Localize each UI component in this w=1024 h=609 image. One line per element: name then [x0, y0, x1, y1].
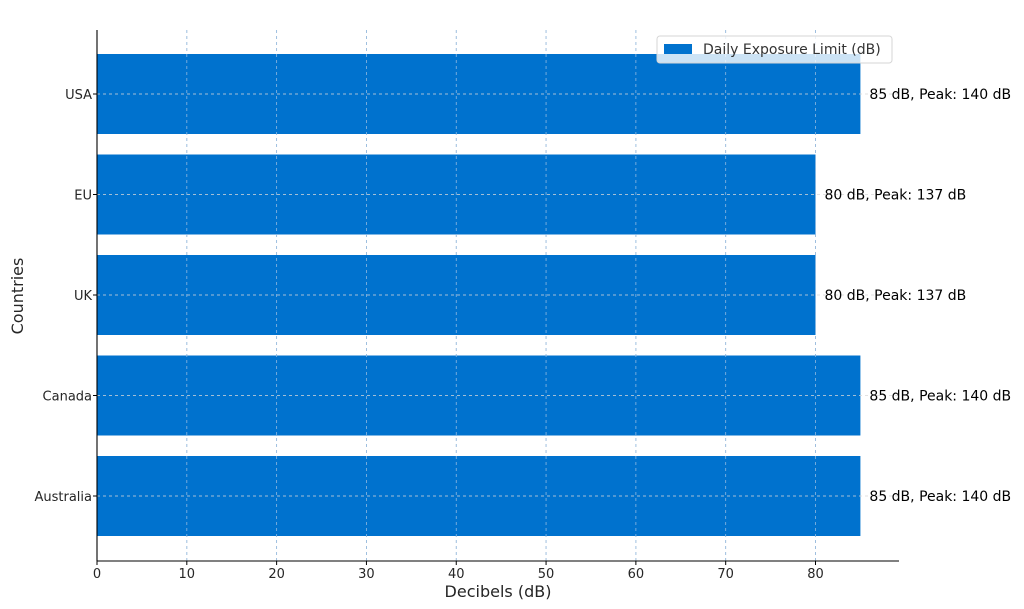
legend-label: Daily Exposure Limit (dB)	[703, 42, 881, 58]
bar-data-label: 85 dB, Peak: 140 dB	[869, 389, 1011, 405]
legend-swatch	[664, 44, 692, 54]
x-tick-label: 10	[179, 567, 196, 582]
bar-data-label: 80 dB, Peak: 137 dB	[825, 288, 967, 304]
y-tick-label: EU	[74, 189, 92, 204]
x-tick-label: 80	[807, 567, 824, 582]
x-axis-title: Decibels (dB)	[445, 582, 552, 601]
x-tick-label: 60	[628, 567, 645, 582]
bar-data-label: 85 dB, Peak: 140 dB	[869, 489, 1011, 505]
bar-labels: 85 dB, Peak: 140 dB 80 dB, Peak: 137 dB 80…	[825, 87, 1012, 505]
x-tick-label: 50	[538, 567, 555, 582]
x-tick-label: 20	[268, 567, 285, 582]
y-tick-label: UK	[74, 289, 93, 304]
x-tick-label: 70	[717, 567, 734, 582]
y-tick-label: USA	[65, 88, 92, 103]
legend-box	[656, 35, 893, 64]
y-axis-title: Countries	[8, 258, 27, 335]
bar-data-label: 85 dB, Peak: 140 dB	[869, 87, 1011, 103]
ticks: 0 10 20 30 40 50 60 70 80 USA EU UK Canada Australia	[34, 88, 823, 582]
bars	[97, 30, 899, 561]
x-tick-label: 30	[358, 567, 375, 582]
legend: Daily Exposure Limit (dB)	[656, 35, 893, 64]
x-tick-label: 0	[93, 567, 101, 582]
y-tick-label: Canada	[43, 390, 92, 405]
bar-data-label: 80 dB, Peak: 137 dB	[825, 188, 967, 204]
y-tick-label: Australia	[34, 490, 92, 505]
x-tick-label: 40	[448, 567, 465, 582]
